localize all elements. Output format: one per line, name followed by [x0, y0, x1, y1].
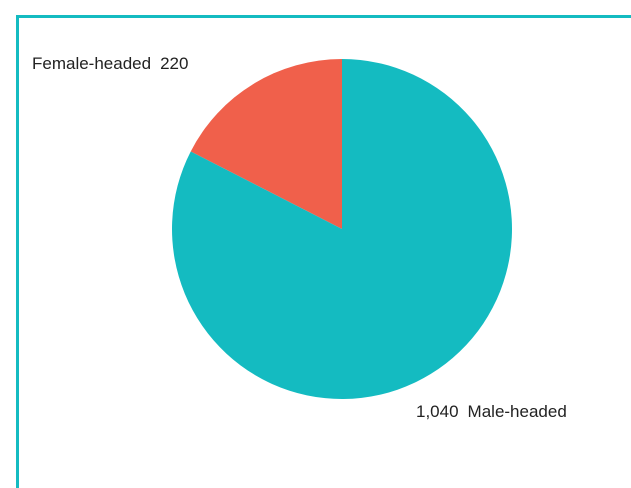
slice-label-male-headed: 1,040 Male-headed — [416, 403, 567, 420]
pie-slices — [172, 59, 513, 399]
pie-slice-female-headed — [190, 59, 342, 229]
slice-name-female-headed: Female-headed — [32, 54, 152, 73]
slice-value-male-headed: 1,040 — [416, 402, 459, 421]
slice-label-female-headed: Female-headed 220 — [32, 55, 188, 72]
slice-name-male-headed: Male-headed — [467, 402, 567, 421]
slice-value-female-headed: 220 — [160, 54, 189, 73]
pie-slice-male-headed — [172, 59, 513, 399]
